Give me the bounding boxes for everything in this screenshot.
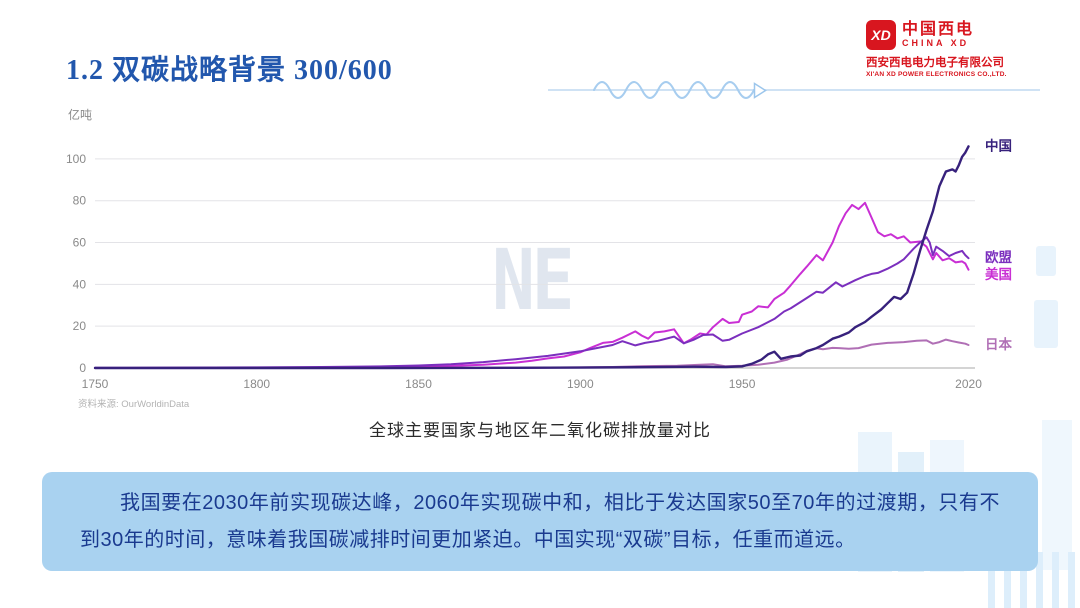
chart-canvas: 0 20 40 60 80 100 亿吨 1750 1800 1850 1900 1950 2020 中国…: [66, 107, 1013, 391]
window-decoration: [1034, 300, 1058, 348]
chart-source-note: 资料来源: OurWorldinData: [78, 399, 190, 410]
svg-text:日本: 日本: [985, 336, 1013, 352]
svg-text:100: 100: [66, 152, 86, 166]
logo-subsidiary-en: XI'AN XD POWER ELECTRONICS CO.,LTD.: [866, 71, 1007, 78]
svg-text:1750: 1750: [82, 377, 109, 391]
svg-text:2020: 2020: [955, 377, 982, 391]
svg-text:20: 20: [73, 319, 87, 333]
summary-text: 我国要在2030年前实现碳达峰，2060年实现碳中和，相比于发达国家50至70年…: [80, 492, 1000, 551]
wave-decoration-icon: [593, 81, 755, 99]
svg-text:欧盟: 欧盟: [985, 249, 1013, 265]
logo-mark-icon: XD: [866, 20, 896, 50]
logo-company-cn: 中国西电: [902, 20, 975, 38]
arrow-right-icon: [753, 82, 767, 99]
chart-caption: 全球主要国家与地区年二氧化碳排放量对比: [369, 421, 711, 440]
svg-text:80: 80: [73, 194, 87, 208]
logo-subsidiary-cn: 西安西电电力电子有限公司: [866, 57, 1004, 69]
svg-text:中国: 中国: [985, 137, 1012, 153]
slide-title: 1.2 双碳战略背景 300/600: [66, 55, 393, 86]
svg-text:美国: 美国: [985, 266, 1012, 282]
logo-company-en: CHINA XD: [902, 38, 970, 49]
building-decoration: [1042, 420, 1072, 570]
window-decoration: [1036, 246, 1056, 276]
company-logo: XD 中国西电 CHINA XD 西安西电电力电子有限公司 XI'AN XD P…: [866, 20, 1036, 78]
logo-names: 中国西电 CHINA XD: [902, 21, 974, 49]
svg-text:60: 60: [73, 236, 87, 250]
svg-text:1900: 1900: [567, 377, 594, 391]
svg-text:1950: 1950: [729, 377, 756, 391]
svg-text:1850: 1850: [405, 377, 432, 391]
svg-text:40: 40: [73, 277, 87, 291]
chart-watermark: NE: [492, 231, 575, 329]
logo-row: XD 中国西电 CHINA XD: [866, 20, 1036, 50]
svg-text:亿吨: 亿吨: [68, 107, 92, 122]
co2-emissions-chart: NE 0 20 40 60 80 100 亿吨 1750 1800 1850 1900 1950 202…: [40, 103, 1040, 403]
summary-box: 我国要在2030年前实现碳达峰，2060年实现碳中和，相比于发达国家50至70年…: [42, 472, 1038, 571]
svg-text:1800: 1800: [243, 377, 270, 391]
header-divider: [548, 89, 1040, 91]
svg-text:0: 0: [79, 361, 86, 375]
